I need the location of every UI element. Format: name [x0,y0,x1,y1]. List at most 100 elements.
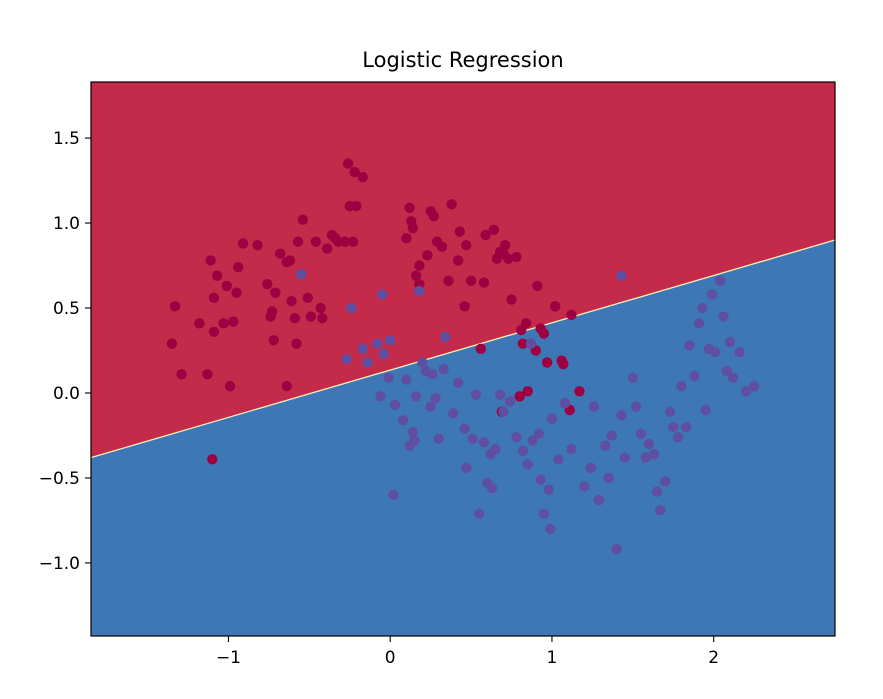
plot-area [90,82,836,636]
data-point-class-1 [341,353,352,365]
y-tick-label: 1.5 [53,129,80,149]
data-point-class-0 [252,239,263,251]
data-point-class-1 [397,414,409,426]
data-point-class-1 [538,508,550,519]
data-point-class-1 [676,380,687,392]
data-point-class-0 [166,338,178,349]
data-point-class-1 [533,428,545,439]
data-point-class-1 [546,413,558,424]
axes-frame [90,81,836,637]
data-point-class-1 [440,331,451,343]
data-point-class-1 [603,472,614,484]
data-point-class-1 [706,289,718,300]
data-point-class-0 [205,255,216,266]
data-point-class-0 [339,236,351,247]
data-point-class-0 [541,357,553,368]
data-point-class-1 [651,486,663,497]
data-point-class-0 [514,391,525,402]
data-point-class-1 [579,481,590,492]
data-point-class-0 [407,222,419,234]
data-point-class-0 [347,236,359,247]
data-point-class-1 [559,397,571,409]
data-point-class-0 [459,301,470,312]
y-tick-label: −0.5 [39,469,80,489]
data-point-class-0 [194,318,205,329]
data-point-class-1 [527,435,538,446]
ticks-layer: −1 0 1 2 1.5 1.0 0.5 0.0 −0.5 −1.0 [39,129,719,668]
data-point-class-1 [553,454,564,465]
data-point-class-1 [433,433,444,445]
data-point-class-1 [486,482,498,494]
data-point-class-0 [289,313,300,324]
data-point-class-0 [488,224,499,236]
data-point-class-1 [684,340,695,351]
data-point-class-1 [655,505,666,516]
data-point-class-0 [284,255,296,266]
data-point-class-1 [372,338,383,349]
data-point-class-1 [517,445,529,456]
data-point-class-1 [383,372,394,383]
data-point-class-1 [522,459,533,470]
data-point-class-0 [422,250,433,261]
data-point-class-0 [414,260,425,271]
data-point-class-0 [221,280,233,292]
data-point-class-0 [532,280,543,292]
decision-boundary [90,239,836,459]
data-point-class-0 [237,238,249,249]
data-point-class-0 [342,158,354,169]
data-point-class-0 [574,386,585,397]
data-point-class-1 [427,369,438,380]
data-point-class-0 [522,386,533,397]
data-point-class-0 [275,248,286,259]
data-point-class-0 [302,292,313,304]
data-point-class-0 [292,236,304,247]
data-point-class-0 [410,270,422,281]
data-point-class-0 [506,294,517,305]
data-point-class-0 [475,343,486,355]
data-point-class-0 [566,309,577,321]
data-point-class-0 [270,287,281,298]
data-point-class-1 [409,435,420,446]
data-point-class-1 [593,494,605,506]
data-point-class-1 [543,484,554,496]
data-point-class-1 [664,406,676,417]
y-tick-label: −1.0 [39,554,80,574]
x-tick-label: 0 [385,648,396,668]
data-point-class-1 [296,268,307,280]
data-point-class-0 [452,255,464,266]
data-point-class-1 [375,391,386,402]
data-point-class-0 [465,275,477,287]
data-point-class-1 [724,336,736,348]
data-point-class-1 [461,462,472,473]
data-point-class-0 [297,214,309,225]
data-point-class-1 [611,544,622,555]
data-point-class-1 [693,318,705,329]
data-point-class-0 [321,243,333,254]
chart-title: Logistic Regression [362,48,563,72]
data-point-class-1 [430,392,441,404]
y-tick-label: 0.5 [53,299,80,319]
data-point-class-0 [443,275,454,287]
data-point-class-0 [305,311,317,322]
data-point-class-0 [517,338,529,349]
data-point-class-0 [480,229,491,241]
data-point-class-1 [385,335,396,346]
data-point-class-0 [401,233,412,244]
data-point-class-1 [714,275,726,287]
data-point-class-1 [459,423,470,434]
data-point-class-1 [407,426,419,438]
data-point-class-0 [208,326,220,338]
data-point-class-0 [310,236,322,247]
data-point-class-0 [266,306,278,317]
data-point-class-0 [268,335,279,346]
data-point-class-1 [600,440,611,451]
data-point-class-0 [454,226,465,237]
data-point-class-0 [169,301,181,312]
data-point-class-1 [410,391,422,402]
data-point-class-1 [710,347,721,358]
data-point-class-0 [520,318,532,329]
data-point-class-1 [588,401,600,412]
data-point-class-0 [351,200,362,212]
data-point-class-1 [467,433,478,445]
